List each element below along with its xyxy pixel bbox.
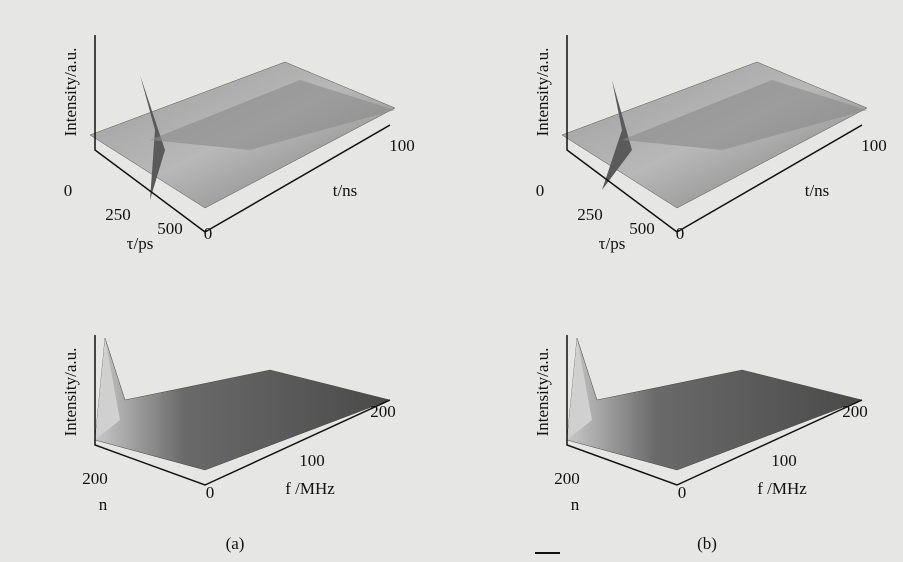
tick-label: 100 [299, 451, 325, 470]
tick-label: (b) [697, 534, 717, 553]
tick-label: t/ns [805, 181, 830, 200]
tick-label: 0 [678, 483, 687, 502]
tick-label: 500 [157, 219, 183, 238]
tick-label: f /MHz [757, 479, 807, 498]
tick-label: 200 [370, 402, 396, 421]
tick-label: 200 [842, 402, 868, 421]
tick-label: τ/ps [599, 234, 626, 253]
tick-label: 250 [577, 205, 603, 224]
tick-label: 0 [536, 181, 545, 200]
tick-label: 250 [105, 205, 131, 224]
tick-label: 0 [206, 483, 215, 502]
tick-label: 0 [204, 224, 213, 243]
axis-label: Intensity/a.u. [533, 348, 552, 437]
tick-label: τ/ps [127, 234, 154, 253]
axis-label: Intensity/a.u. [533, 48, 552, 137]
tick-label: f /MHz [285, 479, 335, 498]
tick-label: 0 [676, 224, 685, 243]
tick-label: (a) [226, 534, 245, 553]
tick-label: n [99, 495, 108, 514]
axis-label: Intensity/a.u. [61, 348, 80, 437]
axis-label: Intensity/a.u. [61, 48, 80, 137]
figure: Intensity/a.u.0250500τ/ps0100t/nsIntensi… [0, 0, 903, 562]
tick-label: 0 [64, 181, 73, 200]
tick-label: 100 [861, 136, 887, 155]
tick-label: 200 [554, 469, 580, 488]
tick-label: 500 [629, 219, 655, 238]
tick-label: 200 [82, 469, 108, 488]
tick-label: t/ns [333, 181, 358, 200]
tick-label: n [571, 495, 580, 514]
tick-label: 100 [389, 136, 415, 155]
tick-label: 100 [771, 451, 797, 470]
